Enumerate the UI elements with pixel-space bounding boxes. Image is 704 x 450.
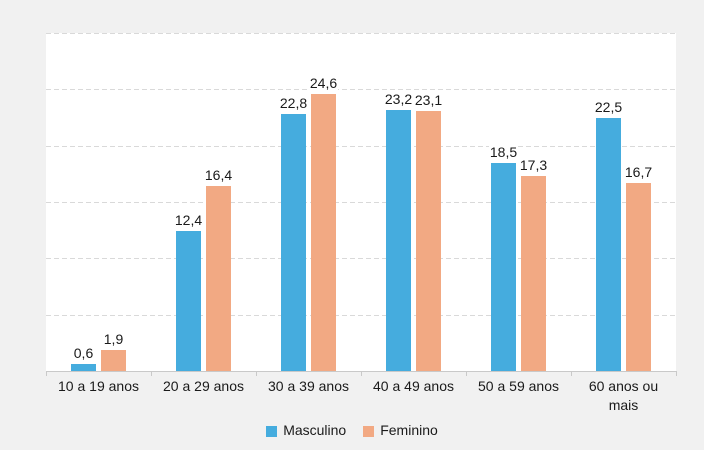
category-label: 30 a 39 anos xyxy=(268,378,349,394)
bar-value-label: 23,2 xyxy=(383,90,414,108)
bar-column: 24,6 xyxy=(308,74,339,371)
category-label: 50 a 59 anos xyxy=(478,378,559,394)
bar-value-label: 1,9 xyxy=(102,330,125,348)
bars-container: 0,6 1,9 12,4 16,4 22,8 24,6 23,2 23,1 18,5 17,3 22… xyxy=(46,33,676,371)
bar-value-label: 0,6 xyxy=(72,345,95,363)
category-group: 22,8 24,6 xyxy=(256,33,361,371)
category-label: 20 a 29 anos xyxy=(163,378,244,394)
x-axis-labels: 10 a 19 anos 20 a 29 anos 30 a 39 anos 40 a… xyxy=(46,377,676,415)
category-group: 12,4 16,4 xyxy=(151,33,256,371)
bar-masculino xyxy=(281,114,306,371)
bar-value-label: 22,8 xyxy=(278,95,309,113)
legend-swatch-masculino xyxy=(266,425,278,437)
category-label: 40 a 49 anos xyxy=(373,378,454,394)
axis-tick xyxy=(151,371,152,376)
bar-feminino xyxy=(101,349,126,371)
bar-column: 12,4 xyxy=(173,212,204,371)
gridline xyxy=(46,89,676,91)
bar-value-label: 17,3 xyxy=(518,157,549,175)
bar-column: 23,1 xyxy=(413,91,444,371)
axis-tick xyxy=(361,371,362,376)
bar-column: 17,3 xyxy=(518,157,549,371)
axis-tick xyxy=(676,371,677,376)
gridline xyxy=(46,145,676,147)
category-label: 60 anos ou mais xyxy=(588,378,659,413)
category-group: 23,2 23,1 xyxy=(361,33,466,371)
plot-area: 0,6 1,9 12,4 16,4 22,8 24,6 23,2 23,1 18,5 17,3 22… xyxy=(46,33,676,372)
bar-masculino xyxy=(491,162,516,371)
bar-feminino xyxy=(206,186,231,371)
bar-feminino xyxy=(521,176,546,371)
bar-masculino xyxy=(386,109,411,371)
bar-feminino xyxy=(416,110,441,371)
bar-masculino xyxy=(176,231,201,371)
bar-value-label: 24,6 xyxy=(308,74,339,92)
category-group: 0,6 1,9 xyxy=(46,33,151,371)
bar-value-label: 18,5 xyxy=(488,143,519,161)
bar-value-label: 23,1 xyxy=(413,91,444,109)
category-group: 22,5 16,7 xyxy=(571,33,676,371)
bar-value-label: 12,4 xyxy=(173,212,204,230)
bar-column: 22,5 xyxy=(593,98,624,371)
bar-column: 0,6 xyxy=(71,345,96,371)
axis-tick xyxy=(571,371,572,376)
gridline xyxy=(46,314,676,316)
legend-label-feminino: Feminino xyxy=(380,422,438,438)
bar-masculino xyxy=(71,364,96,371)
legend-swatch-feminino xyxy=(363,425,375,437)
bar-column: 18,5 xyxy=(488,143,519,371)
legend: Masculino Feminino xyxy=(0,422,704,439)
gridline xyxy=(46,258,676,260)
bar-feminino xyxy=(626,182,651,371)
gridline xyxy=(46,33,676,34)
bar-column: 1,9 xyxy=(101,330,126,371)
axis-tick xyxy=(46,371,47,376)
bar-value-label: 16,4 xyxy=(203,167,234,185)
bar-value-label: 16,7 xyxy=(623,163,654,181)
bar-column: 16,4 xyxy=(203,167,234,371)
bar-masculino xyxy=(596,117,621,371)
legend-item-masculino: Masculino xyxy=(266,422,346,439)
bar-value-label: 22,5 xyxy=(593,98,624,116)
category-group: 18,5 17,3 xyxy=(466,33,571,371)
bar-column: 22,8 xyxy=(278,95,309,371)
axis-tick xyxy=(256,371,257,376)
gridline xyxy=(46,202,676,203)
category-label: 10 a 19 anos xyxy=(58,378,139,394)
bar-feminino xyxy=(311,93,336,371)
axis-tick xyxy=(466,371,467,376)
bar-column: 16,7 xyxy=(623,163,654,371)
legend-label-masculino: Masculino xyxy=(283,422,347,438)
legend-item-feminino: Feminino xyxy=(363,422,438,439)
bar-column: 23,2 xyxy=(383,90,414,371)
